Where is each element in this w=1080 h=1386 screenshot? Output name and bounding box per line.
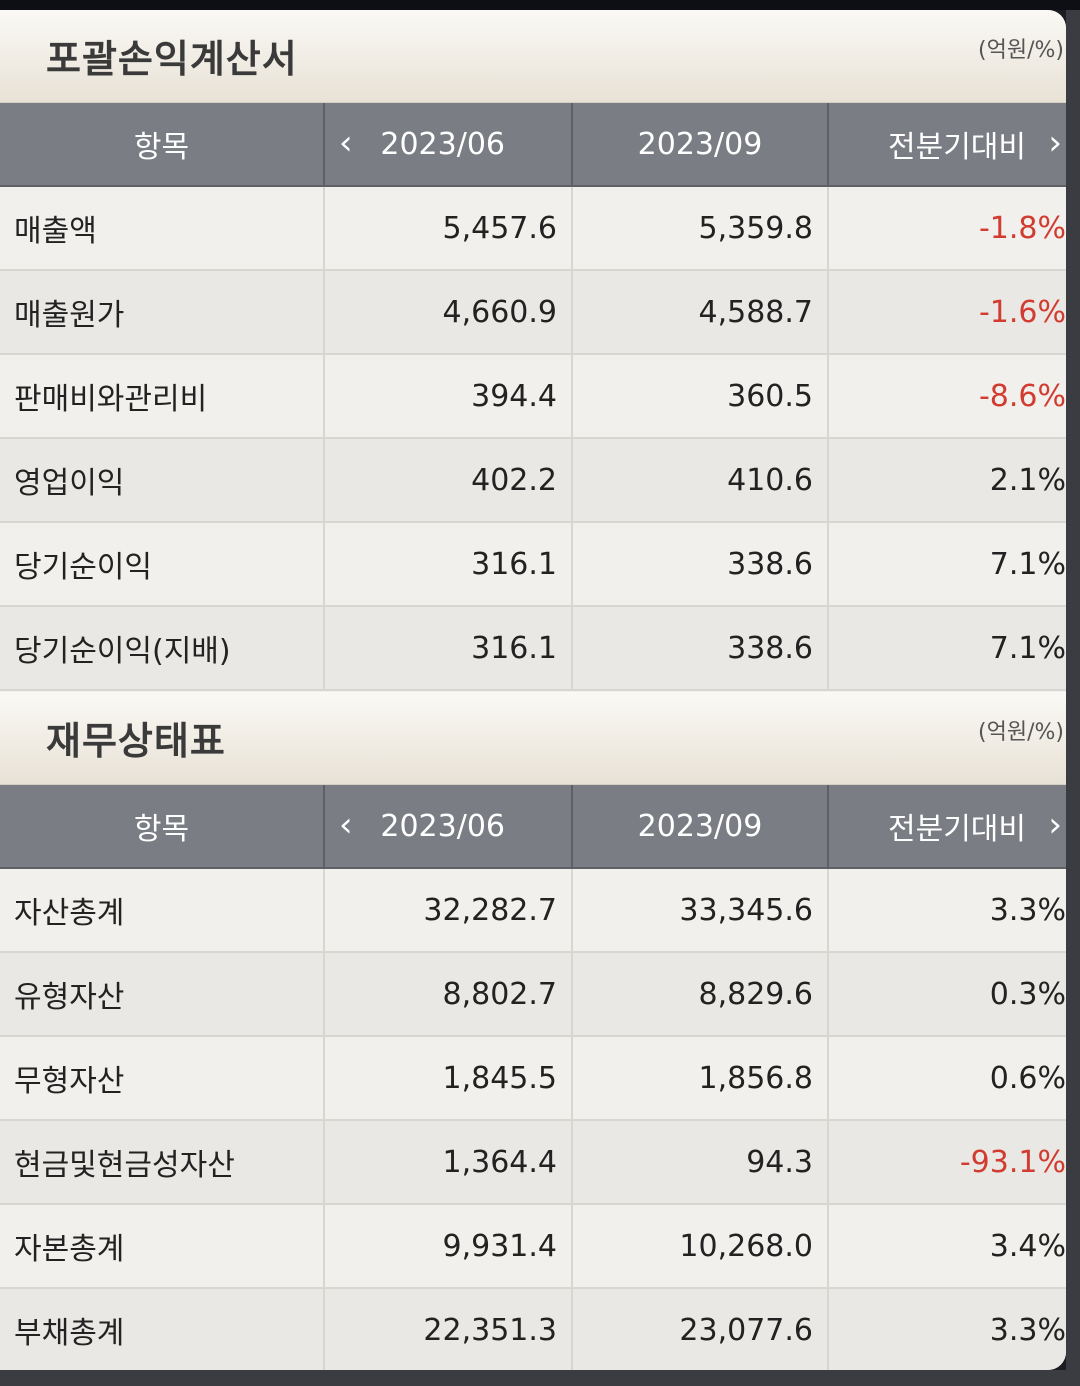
chevron-right-icon[interactable]: › [1048, 805, 1062, 846]
balance-sheet-section: 재무상태표 (억원/%) 항목 ‹ 2023/06 2023/09 전분기대비 … [0, 692, 1066, 1370]
column-header-period1: ‹ 2023/06 [324, 785, 573, 869]
row-label: 매출액 [0, 186, 325, 271]
table-row[interactable]: 무형자산 1,845.5 1,856.8 0.6% [0, 1036, 1066, 1121]
row-value-period1: 402.2 [324, 438, 573, 523]
period1-label: 2023/06 [380, 126, 505, 162]
right-edge [1066, 10, 1080, 1386]
row-value-period2: 5,359.8 [572, 186, 829, 271]
row-label: 자본총계 [0, 1204, 325, 1289]
row-change: 3.3% [828, 1288, 1066, 1370]
row-value-period2: 338.6 [572, 606, 829, 691]
row-label: 당기순이익 [0, 522, 325, 607]
chevron-right-icon[interactable]: › [1048, 123, 1062, 164]
row-value-period1: 4,660.9 [324, 270, 573, 355]
row-value-period1: 1,845.5 [324, 1036, 573, 1121]
compare-label: 전분기대비 [888, 812, 1026, 847]
row-value-period1: 22,351.3 [324, 1288, 573, 1370]
row-label: 당기순이익(지배) [0, 606, 325, 691]
table-row[interactable]: 판매비와관리비 394.4 360.5 -8.6% [0, 354, 1066, 439]
chevron-left-icon[interactable]: ‹ [339, 805, 353, 846]
row-value-period1: 8,802.7 [324, 952, 573, 1037]
column-header-period1: ‹ 2023/06 [324, 103, 573, 187]
row-change: 3.3% [828, 868, 1066, 953]
section-title: 포괄손익계산서 [46, 37, 298, 81]
row-value-period2: 23,077.6 [572, 1288, 829, 1370]
status-bar [0, 0, 1080, 10]
table-row[interactable]: 영업이익 402.2 410.6 2.1% [0, 438, 1066, 523]
compare-label: 전분기대비 [888, 130, 1026, 165]
table-row[interactable]: 부채총계 22,351.3 23,077.6 3.3% [0, 1288, 1066, 1370]
table-row[interactable]: 당기순이익(지배) 316.1 338.6 7.1% [0, 606, 1066, 691]
column-header-item: 항목 [0, 785, 325, 869]
row-label: 무형자산 [0, 1036, 325, 1121]
column-header-period2: 2023/09 [572, 103, 829, 187]
table-row[interactable]: 자산총계 32,282.7 33,345.6 3.3% [0, 868, 1066, 953]
row-value-period2: 94.3 [572, 1120, 829, 1205]
table-row[interactable]: 현금및현금성자산 1,364.4 94.3 -93.1% [0, 1120, 1066, 1205]
row-label: 자산총계 [0, 868, 325, 953]
row-value-period1: 9,931.4 [324, 1204, 573, 1289]
table-row[interactable]: 당기순이익 316.1 338.6 7.1% [0, 522, 1066, 607]
balance-sheet-header: 재무상태표 (억원/%) [0, 692, 1066, 785]
row-label: 유형자산 [0, 952, 325, 1037]
row-value-period1: 5,457.6 [324, 186, 573, 271]
table-row[interactable]: 유형자산 8,802.7 8,829.6 0.3% [0, 952, 1066, 1037]
row-value-period1: 394.4 [324, 354, 573, 439]
income-statement-section: 포괄손익계산서 (억원/%) 항목 ‹ 2023/06 2023/09 전분기대… [0, 10, 1066, 691]
chevron-left-icon[interactable]: ‹ [339, 123, 353, 164]
row-value-period1: 316.1 [324, 522, 573, 607]
unit-label: (억원/%) [978, 38, 1064, 63]
row-value-period2: 1,856.8 [572, 1036, 829, 1121]
row-change: 7.1% [828, 522, 1066, 607]
row-value-period2: 33,345.6 [572, 868, 829, 953]
column-header-period2: 2023/09 [572, 785, 829, 869]
row-change: -93.1% [828, 1120, 1066, 1205]
row-value-period2: 338.6 [572, 522, 829, 607]
row-value-period2: 410.6 [572, 438, 829, 523]
row-label: 현금및현금성자산 [0, 1120, 325, 1205]
row-change: -1.6% [828, 270, 1066, 355]
row-value-period2: 4,588.7 [572, 270, 829, 355]
table-header-row: 항목 ‹ 2023/06 2023/09 전분기대비 › [0, 103, 1066, 187]
table-row[interactable]: 매출원가 4,660.9 4,588.7 -1.6% [0, 270, 1066, 355]
bottom-edge [0, 1370, 1080, 1386]
column-header-compare: 전분기대비 › [828, 785, 1066, 869]
row-value-period1: 316.1 [324, 606, 573, 691]
table-row[interactable]: 자본총계 9,931.4 10,268.0 3.4% [0, 1204, 1066, 1289]
table-row[interactable]: 매출액 5,457.6 5,359.8 -1.8% [0, 186, 1066, 271]
balance-table: 항목 ‹ 2023/06 2023/09 전분기대비 › 자산총계 32,282.… [0, 785, 1066, 1370]
period1-label: 2023/06 [380, 808, 505, 844]
row-value-period1: 1,364.4 [324, 1120, 573, 1205]
row-label: 영업이익 [0, 438, 325, 523]
row-change: 0.3% [828, 952, 1066, 1037]
section-title: 재무상태표 [46, 719, 226, 763]
row-label: 부채총계 [0, 1288, 325, 1370]
row-change: -8.6% [828, 354, 1066, 439]
row-label: 매출원가 [0, 270, 325, 355]
income-statement-header: 포괄손익계산서 (억원/%) [0, 10, 1066, 103]
row-change: -1.8% [828, 186, 1066, 271]
row-value-period2: 360.5 [572, 354, 829, 439]
row-change: 2.1% [828, 438, 1066, 523]
financial-panel: 포괄손익계산서 (억원/%) 항목 ‹ 2023/06 2023/09 전분기대… [0, 10, 1066, 1370]
row-value-period1: 32,282.7 [324, 868, 573, 953]
row-change: 3.4% [828, 1204, 1066, 1289]
row-change: 0.6% [828, 1036, 1066, 1121]
row-value-period2: 8,829.6 [572, 952, 829, 1037]
unit-label: (억원/%) [978, 720, 1064, 745]
row-label: 판매비와관리비 [0, 354, 325, 439]
row-value-period2: 10,268.0 [572, 1204, 829, 1289]
table-header-row: 항목 ‹ 2023/06 2023/09 전분기대비 › [0, 785, 1066, 869]
row-change: 7.1% [828, 606, 1066, 691]
column-header-item: 항목 [0, 103, 325, 187]
income-table: 항목 ‹ 2023/06 2023/09 전분기대비 › 매출액 5,457.6 5… [0, 103, 1066, 691]
column-header-compare: 전분기대비 › [828, 103, 1066, 187]
